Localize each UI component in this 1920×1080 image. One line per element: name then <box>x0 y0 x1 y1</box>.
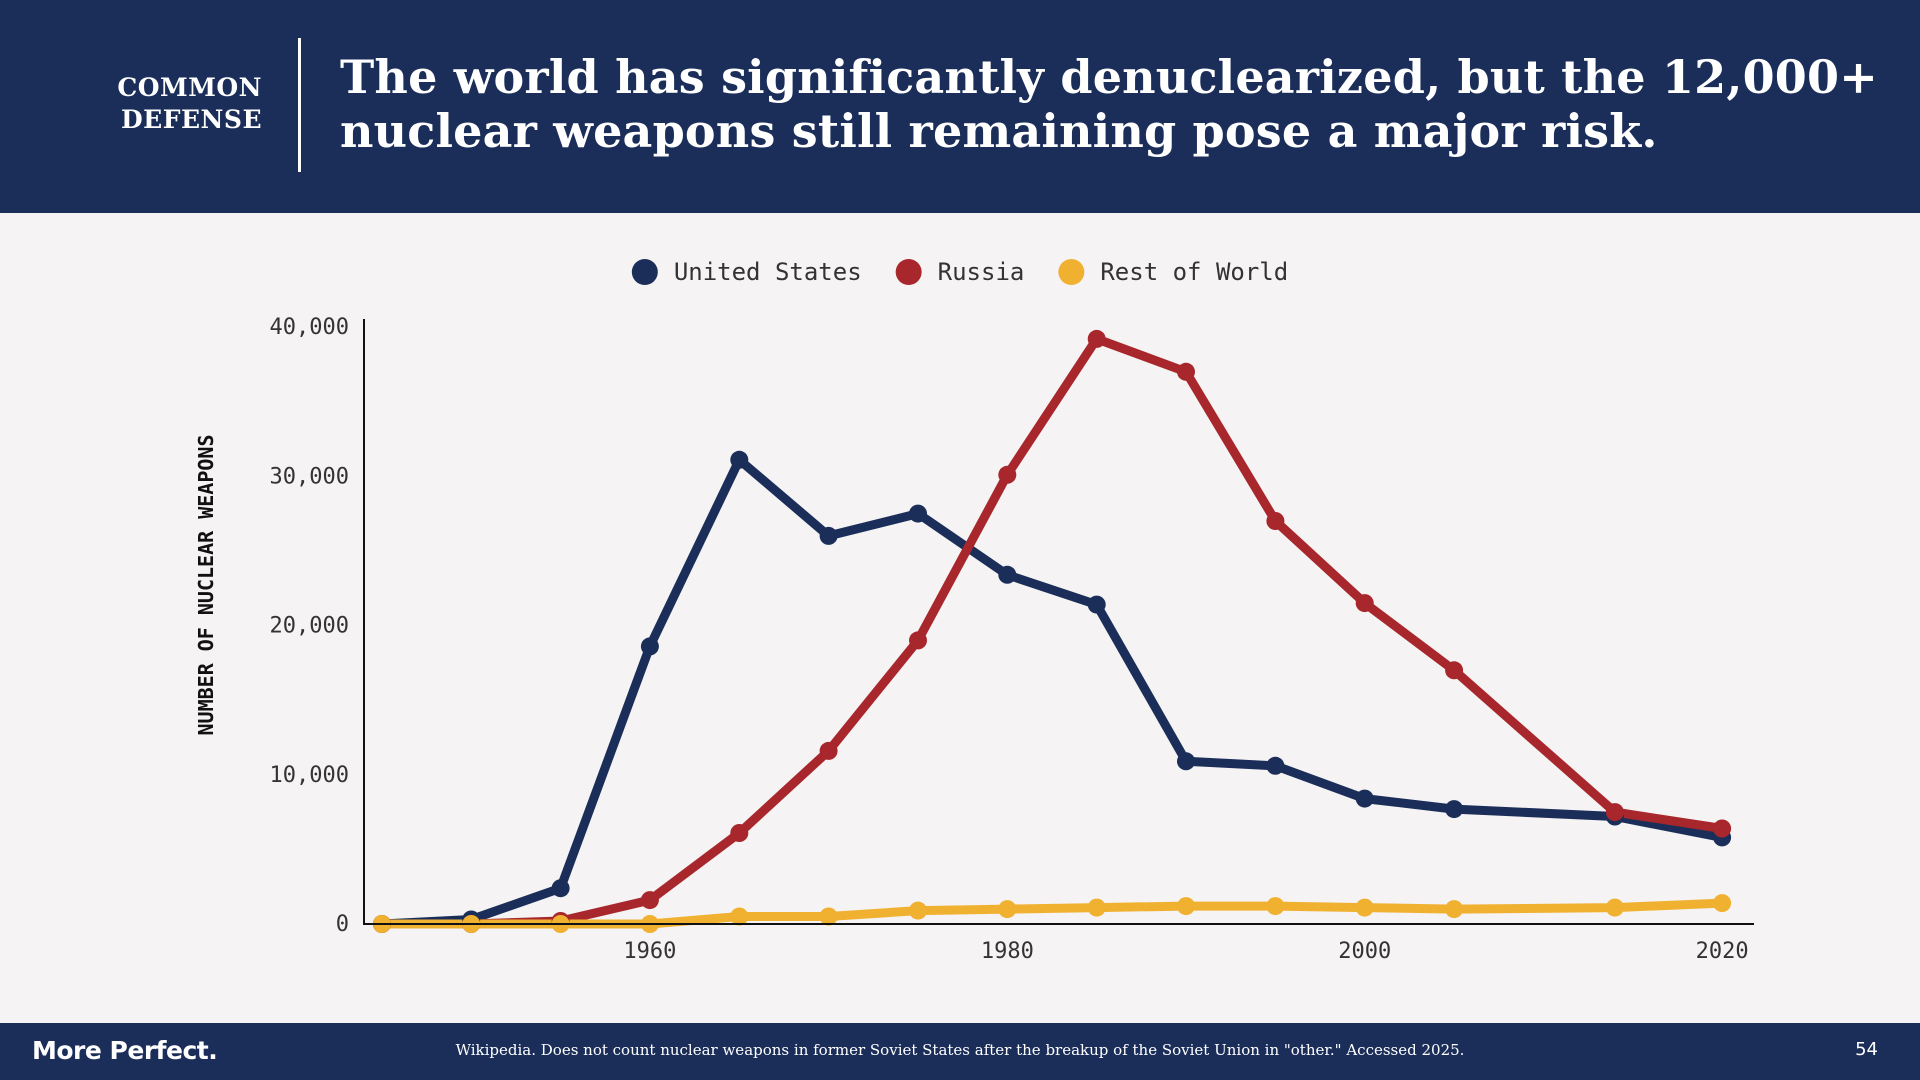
legend: United States Russia Rest of World <box>631 258 1288 286</box>
data-point-united-states <box>1266 756 1285 775</box>
data-point-united-states <box>640 637 659 656</box>
data-point-rest-of-world <box>819 907 838 926</box>
data-point-russia <box>819 741 838 760</box>
header-banner: COMMON DEFENSE The world has significant… <box>0 0 1920 213</box>
data-point-russia <box>1445 661 1464 680</box>
legend-marker-rest-of-world <box>1058 259 1085 285</box>
data-point-rest-of-world <box>1266 897 1285 916</box>
legend-label-rest-of-world: Rest of World <box>1100 258 1288 286</box>
y-axis-label: NUMBER OF NUCLEAR WEAPONS <box>194 434 218 735</box>
x-tick-label: 2020 <box>1696 939 1749 964</box>
footer-bar: More Perfect. Wikipedia. Does not count … <box>0 1023 1920 1080</box>
data-point-russia <box>998 465 1017 484</box>
data-point-rest-of-world <box>1087 898 1106 917</box>
data-point-rest-of-world <box>1713 894 1732 913</box>
data-point-russia <box>1177 362 1195 381</box>
data-point-rest-of-world <box>730 907 749 926</box>
y-tick-label: 0 <box>336 912 349 937</box>
data-point-united-states <box>551 879 570 898</box>
data-point-russia <box>1266 512 1285 530</box>
data-point-united-states <box>1355 789 1374 808</box>
data-point-united-states <box>1177 752 1195 771</box>
source-note: Wikipedia. Does not count nuclear weapon… <box>455 1041 1465 1059</box>
section-label-line2: DEFENSE <box>121 105 262 134</box>
data-point-rest-of-world <box>1445 900 1464 919</box>
line-chart: United States Russia Rest of World NUMBER … <box>194 258 1754 964</box>
x-tick-label: 1980 <box>981 939 1034 964</box>
data-point-rest-of-world <box>909 901 927 920</box>
data-point-united-states <box>998 565 1017 584</box>
legend-label-united-states: United States <box>674 258 862 286</box>
data-point-united-states <box>819 526 838 545</box>
data-point-rest-of-world <box>1605 898 1624 917</box>
data-point-russia <box>909 631 927 650</box>
y-tick-label: 40,000 <box>270 315 349 340</box>
data-point-rest-of-world <box>1355 898 1374 917</box>
y-tick-label: 10,000 <box>270 763 349 788</box>
data-point-russia <box>1087 329 1106 348</box>
data-point-rest-of-world <box>998 900 1017 919</box>
y-tick-label: 20,000 <box>270 614 349 639</box>
y-tick-label: 30,000 <box>270 464 349 489</box>
data-point-russia <box>1355 594 1374 613</box>
data-point-russia <box>1713 819 1732 838</box>
page-title: The world has significantly denuclearize… <box>340 50 1878 158</box>
section-label: COMMON DEFENSE <box>117 72 262 136</box>
data-point-united-states <box>730 450 749 469</box>
chart-area: United States Russia Rest of World NUMBER … <box>0 213 1920 1023</box>
x-tick-label: 1960 <box>623 939 676 964</box>
legend-label-russia: Russia <box>938 258 1025 286</box>
legend-marker-russia <box>895 259 922 285</box>
header-divider <box>298 38 301 172</box>
page-number: 54 <box>1855 1039 1878 1060</box>
data-point-united-states <box>1087 595 1106 614</box>
x-tick-label: 2000 <box>1338 939 1391 964</box>
legend-marker-united-states <box>631 259 658 285</box>
brand-logo: More Perfect. <box>32 1036 218 1065</box>
data-point-rest-of-world <box>1177 897 1195 916</box>
section-label-line1: COMMON <box>117 73 262 102</box>
data-point-russia <box>1605 803 1624 822</box>
y-axis-ticks: 0 10,000 20,000 30,000 40,000 <box>270 315 349 937</box>
data-point-russia <box>640 891 659 910</box>
series-line-united-states <box>377 455 1727 929</box>
data-point-united-states <box>909 504 927 523</box>
x-axis-ticks: 1960 1980 2000 2020 <box>623 939 1748 964</box>
data-point-russia <box>730 824 749 842</box>
data-point-united-states <box>1445 800 1464 819</box>
series-lines <box>377 334 1727 929</box>
